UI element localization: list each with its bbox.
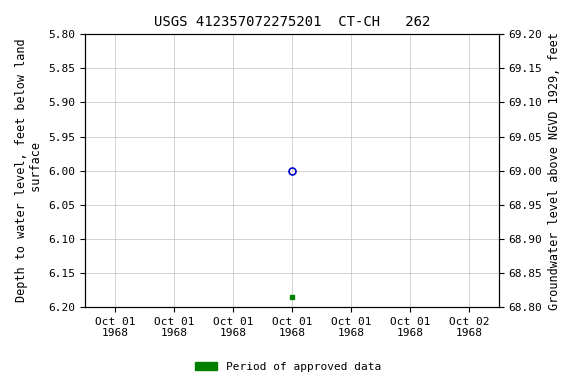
Title: USGS 412357072275201  CT-CH   262: USGS 412357072275201 CT-CH 262 [154, 15, 430, 29]
Y-axis label: Depth to water level, feet below land
 surface: Depth to water level, feet below land su… [15, 39, 43, 303]
Legend: Period of approved data: Period of approved data [191, 358, 385, 377]
Y-axis label: Groundwater level above NGVD 1929, feet: Groundwater level above NGVD 1929, feet [548, 32, 561, 310]
